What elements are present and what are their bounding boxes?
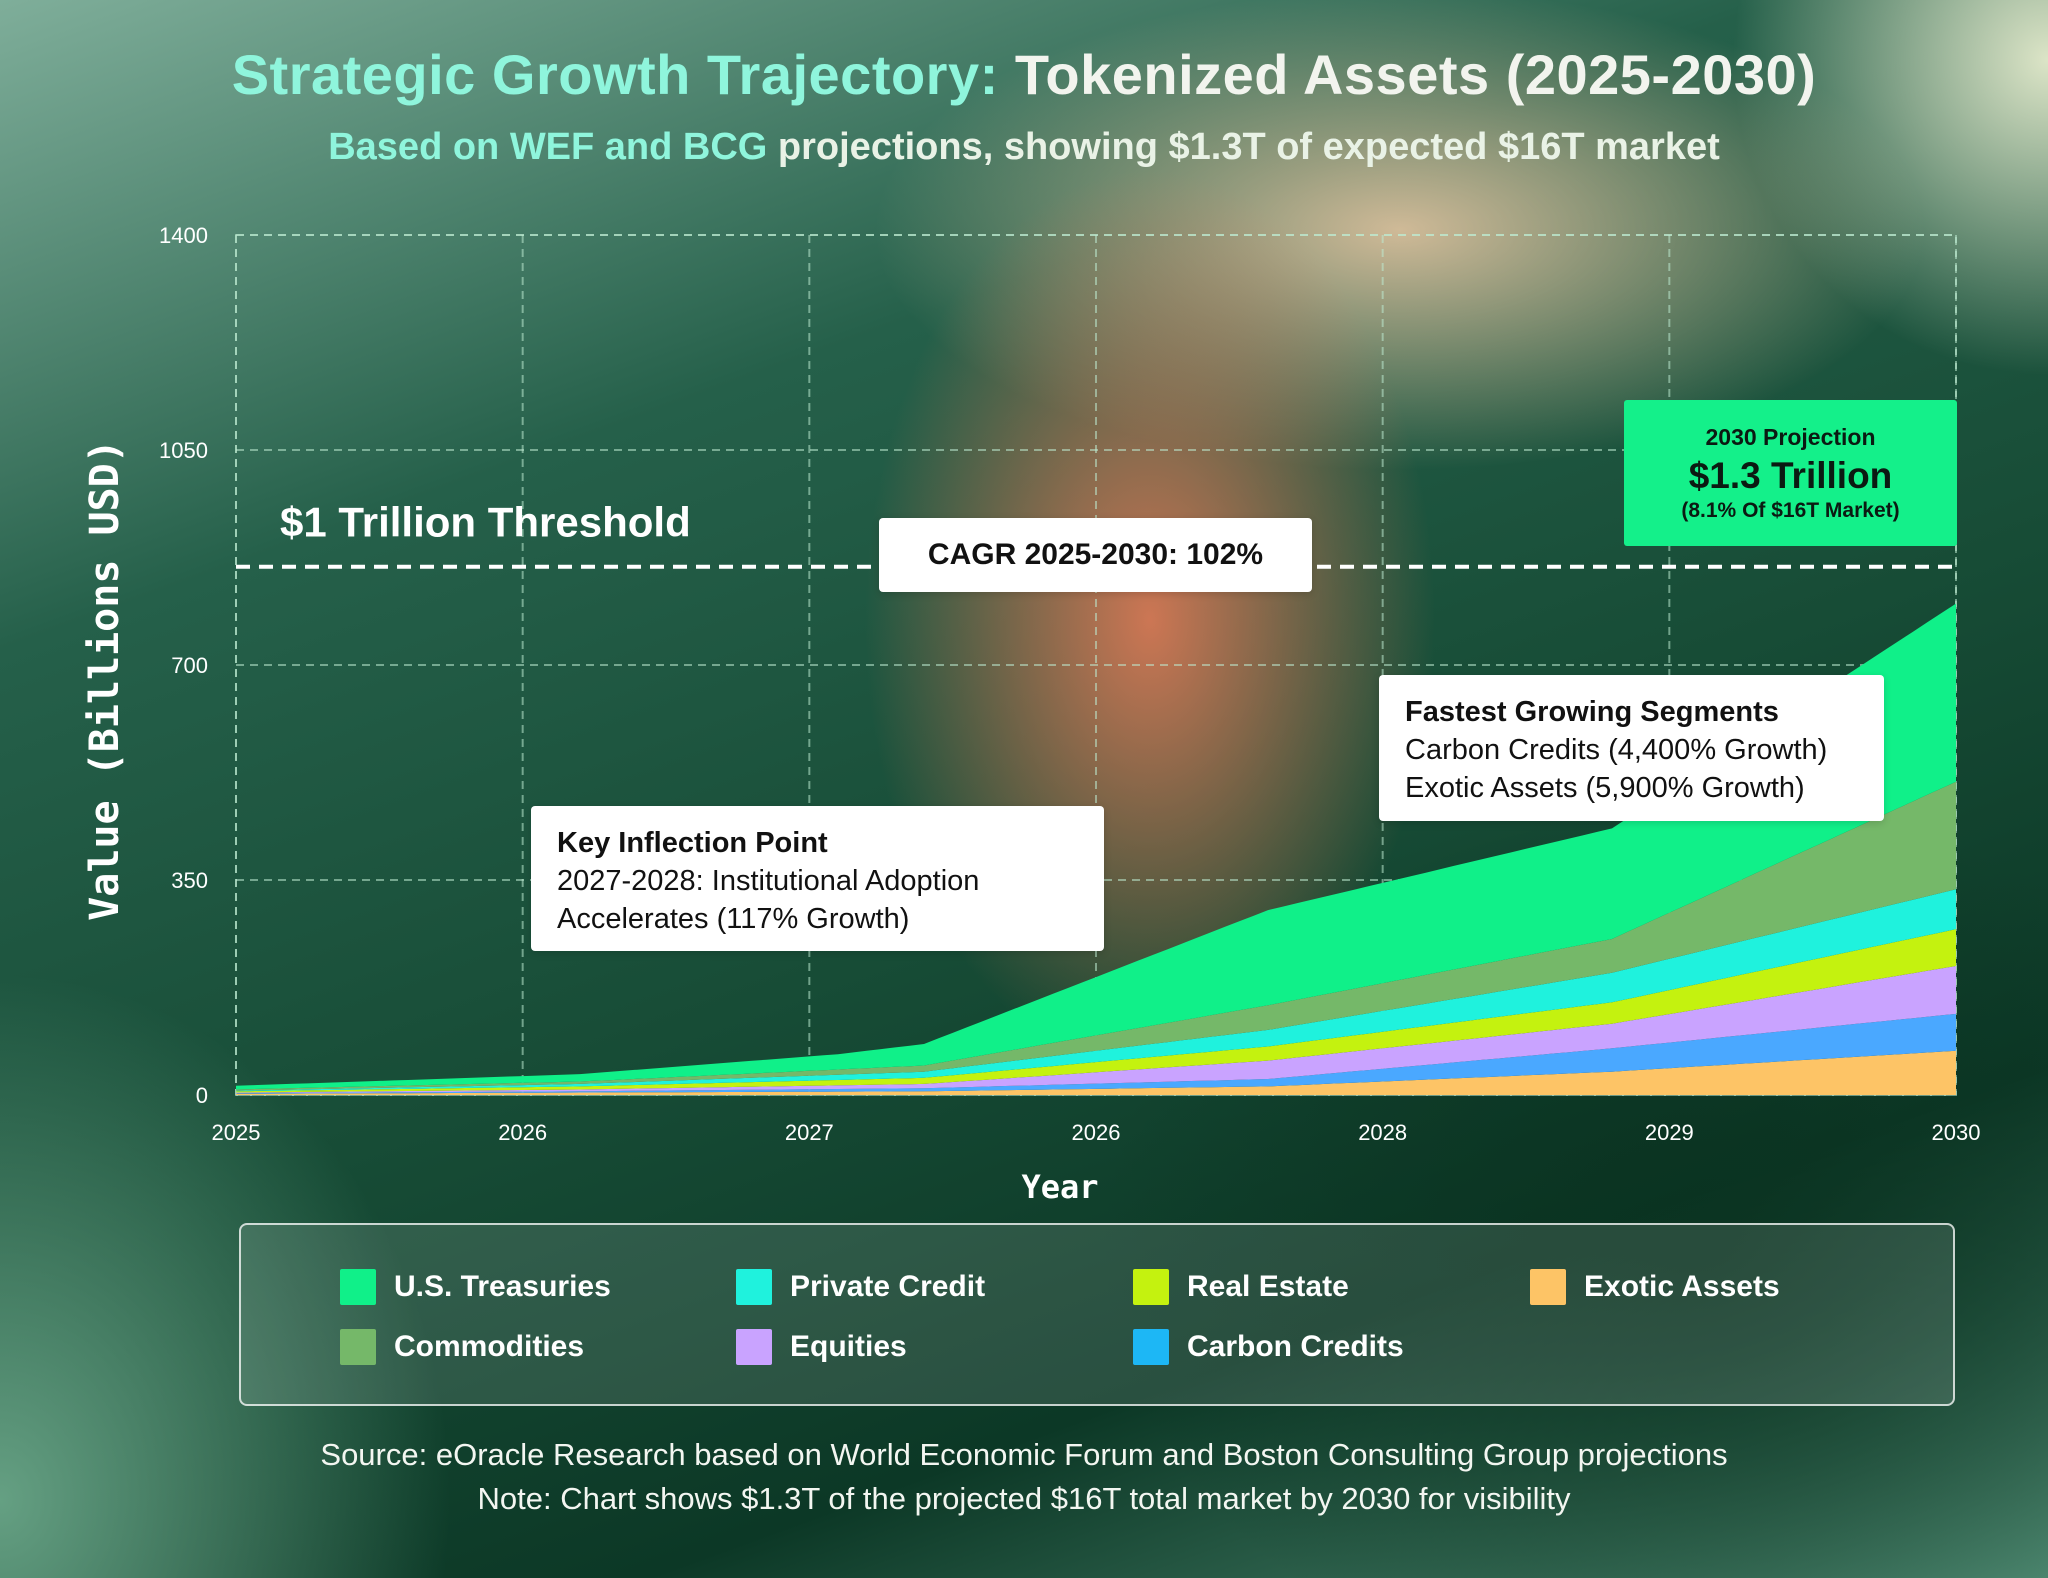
threshold-label: $1 Trillion Threshold [280, 499, 691, 546]
projection-note: (8.1% Of $16T Market) [1681, 498, 1900, 522]
segments-line2: Exotic Assets (5,900% Growth) [1405, 772, 1805, 804]
y-tick-label: 0 [196, 1083, 208, 1108]
legend-label: Real Estate [1187, 1270, 1349, 1303]
area-equities [236, 966, 1956, 1094]
y-tick-label: 350 [171, 868, 208, 893]
x-tick-label: 2026 [498, 1120, 547, 1145]
legend-label: Carbon Credits [1187, 1330, 1404, 1363]
inflection-line2: Accelerates (117% Growth) [557, 903, 910, 935]
legend-item-commodities: Commodities [340, 1327, 584, 1367]
inflection-title: Key Inflection Point [557, 827, 828, 859]
chart-title-accent: Strategic Growth Trajectory: [231, 43, 999, 106]
legend-label: Private Credit [790, 1270, 986, 1303]
x-tick-label: 2026 [1072, 1120, 1121, 1145]
chart-subtitle: Based on WEF and BCG projections, showin… [0, 126, 2048, 169]
legend-swatch [340, 1329, 376, 1365]
x-tick-label: 2030 [1932, 1120, 1981, 1145]
chart-title: Strategic Growth Trajectory: Tokenized A… [0, 42, 2048, 107]
chart-areas [236, 603, 1956, 1095]
legend-label: U.S. Treasuries [394, 1270, 611, 1303]
projection-value: $1.3 Trillion [1688, 454, 1893, 496]
cagr-callout: CAGR 2025-2030: 102% [879, 518, 1312, 592]
inflection-callout: Key Inflection Point 2027-2028: Institut… [531, 806, 1104, 951]
area-carbon-credits-2 [236, 889, 1956, 1092]
legend-swatch [736, 1269, 772, 1305]
segments-title: Fastest Growing Segments [1405, 696, 1779, 728]
legend-swatch [1530, 1269, 1566, 1305]
source-note: Source: eOracle Research based on World … [320, 1437, 1728, 1472]
y-axis-title: Value (Billions USD) [82, 439, 128, 921]
legend-label: Equities [790, 1330, 907, 1363]
legend-label: Exotic Assets [1584, 1270, 1780, 1303]
legend-label: Commodities [394, 1330, 585, 1363]
y-tick-label: 1050 [159, 438, 208, 463]
y-tick-label: 1400 [159, 223, 208, 248]
legend-item-exotic-assets: Exotic Assets [1530, 1267, 1780, 1307]
legend-swatch [340, 1269, 376, 1305]
chart-title-rest: Tokenized Assets (2025-2030) [998, 43, 1817, 106]
chart-subtitle-rest: projections, showing $1.3T of expected $… [767, 126, 1720, 168]
legend-item-real-estate: Real Estate [1133, 1267, 1349, 1307]
visibility-note: Note: Chart shows $1.3T of the projected… [477, 1481, 1571, 1516]
legend-swatch [736, 1329, 772, 1365]
legend-item-us-treasuries: U.S. Treasuries [340, 1267, 611, 1307]
legend-item-carbon-credits: Carbon Credits [1133, 1327, 1404, 1367]
x-tick-label: 2028 [1358, 1120, 1407, 1145]
legend-swatch [1133, 1269, 1169, 1305]
segments-line1: Carbon Credits (4,400% Growth) [1405, 734, 1828, 766]
area-carbon-credits [236, 1013, 1956, 1094]
x-tick-label: 2025 [212, 1120, 261, 1145]
chart-legend: U.S. Treasuries Private Credit Real Esta… [239, 1223, 1955, 1406]
legend-swatch [1133, 1329, 1169, 1365]
projection-label: 2030 Projection [1705, 423, 1876, 450]
x-axis-title: Year [1021, 1168, 1098, 1206]
chart-subtitle-accent: Based on WEF and BCG [328, 126, 768, 168]
x-tick-label: 2027 [785, 1120, 834, 1145]
legend-item-equities: Equities [736, 1327, 907, 1367]
inflection-line1: 2027-2028: Institutional Adoption [557, 865, 980, 897]
area-u-s-treasuries [236, 603, 1956, 1090]
segments-callout: Fastest Growing Segments Carbon Credits … [1379, 675, 1884, 821]
y-axis-ticks: 0 350 700 1050 1400 [159, 223, 208, 1108]
x-tick-label: 2029 [1645, 1120, 1694, 1145]
area-real-estate [236, 929, 1956, 1093]
projection-callout: 2030 Projection $1.3 Trillion (8.1% Of $… [1624, 400, 1957, 546]
y-tick-label: 700 [171, 653, 208, 678]
x-axis-ticks: 2025 2026 2027 2026 2028 2029 2030 [212, 1120, 1981, 1145]
area-exotic-assets [236, 1050, 1956, 1095]
legend-item-private-credit: Private Credit [736, 1267, 985, 1307]
